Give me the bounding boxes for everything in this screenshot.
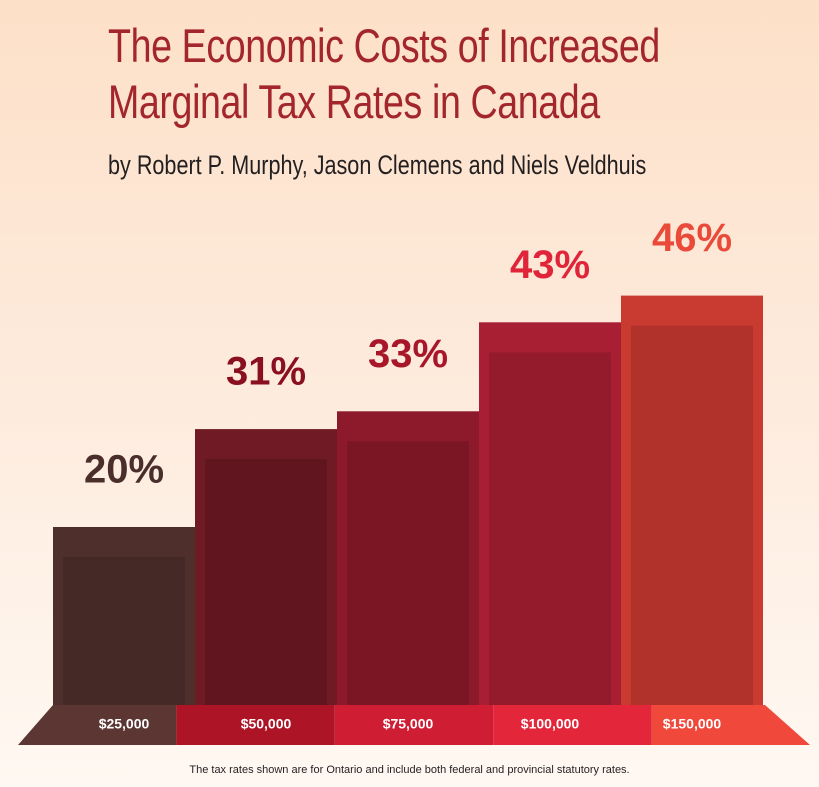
bar-shade xyxy=(347,441,469,705)
x-tick-label: $150,000 xyxy=(663,716,722,732)
chart: 20% 31% 33% 43% 46% $25,000 $50,000 $75,000 $100… xyxy=(18,216,810,745)
bar-shade xyxy=(631,325,753,705)
bar xyxy=(195,429,337,705)
bar xyxy=(53,527,195,705)
base-segment xyxy=(334,705,494,745)
bar-shade xyxy=(489,352,611,705)
bar xyxy=(621,295,763,705)
value-label: 43% xyxy=(510,243,590,287)
bar-shade xyxy=(205,459,327,705)
bar-shade xyxy=(63,557,185,705)
value-label: 31% xyxy=(226,350,306,394)
base-segment xyxy=(651,705,810,745)
base-segment xyxy=(18,705,177,745)
base-segment xyxy=(493,705,652,745)
chart-title: The Economic Costs of Increased Marginal… xyxy=(108,19,660,128)
x-tick-label: $25,000 xyxy=(99,716,150,732)
x-tick-label: $75,000 xyxy=(383,716,434,732)
x-tick-label: $50,000 xyxy=(241,716,292,732)
footnote: The tax rates shown are for Ontario and … xyxy=(189,764,630,776)
value-label: 20% xyxy=(84,448,164,492)
x-tick-label: $100,000 xyxy=(521,716,580,732)
bar xyxy=(479,322,621,705)
bar xyxy=(337,411,479,705)
base-segment xyxy=(176,705,335,745)
value-label: 33% xyxy=(368,332,448,376)
value-label: 46% xyxy=(652,216,732,260)
chart-subtitle: by Robert P. Murphy, Jason Clemens and N… xyxy=(108,150,647,180)
